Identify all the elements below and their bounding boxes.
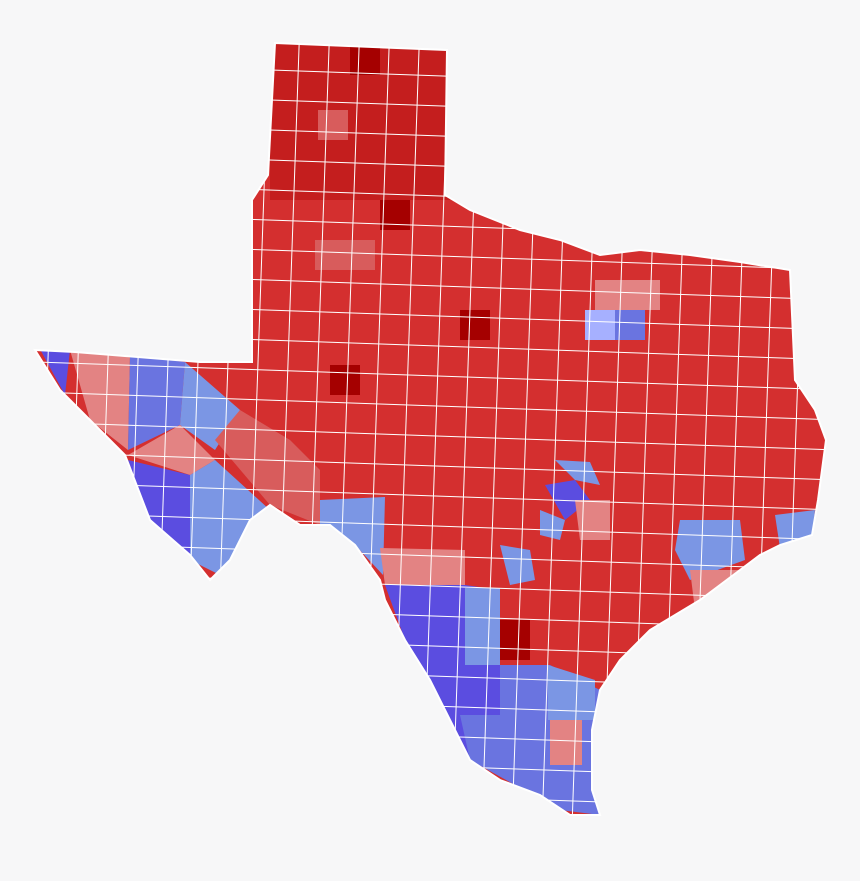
state-outline — [33, 41, 828, 816]
